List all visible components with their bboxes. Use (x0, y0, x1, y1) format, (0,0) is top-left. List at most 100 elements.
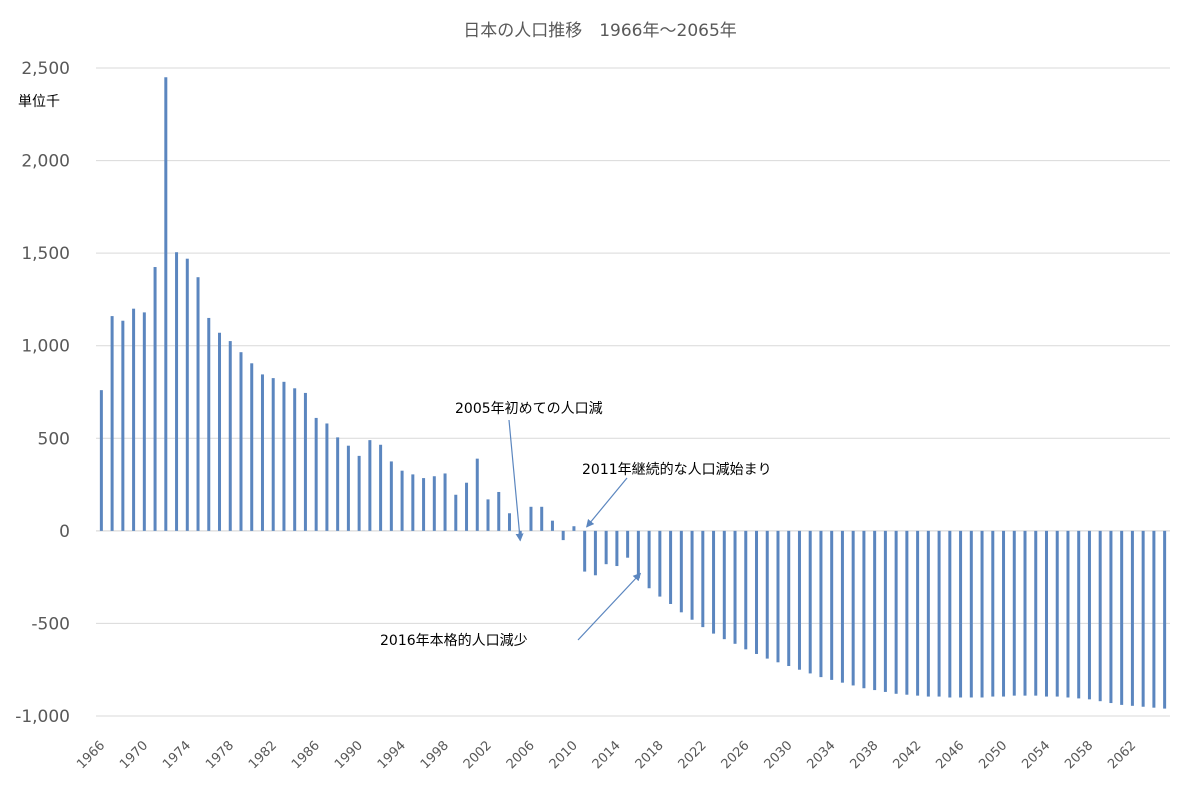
bar-2017 (647, 530, 651, 589)
bar-2038 (873, 530, 877, 691)
bar-1990 (357, 455, 361, 531)
x-tick-label: 2006 (504, 738, 538, 772)
bar-2060 (1109, 530, 1113, 704)
x-tick-label: 2026 (719, 738, 753, 772)
bar-2034 (830, 530, 834, 680)
bar-1966 (99, 390, 103, 531)
bar-2051 (1012, 530, 1016, 696)
bar-1991 (368, 440, 372, 531)
bar-2032 (808, 530, 812, 674)
bar-2056 (1066, 530, 1070, 698)
y-tick-label: 0 (59, 522, 70, 542)
bar-2006 (529, 506, 533, 531)
x-tick-label: 2022 (676, 738, 710, 772)
x-tick-label: 2038 (847, 738, 881, 772)
bar-2004 (507, 513, 511, 531)
bar-2044 (937, 530, 941, 697)
bar-2058 (1087, 530, 1091, 700)
x-tick-label: 2018 (633, 738, 667, 772)
bar-1980 (250, 363, 254, 531)
bar-2049 (991, 530, 995, 697)
annotation-arrow (586, 477, 628, 528)
y-axis-ticks: 2,500 2,000 1,500 1,000 500 0 -500 -1,000 (15, 59, 70, 727)
bar-2045 (948, 530, 952, 698)
bar-2061 (1120, 530, 1124, 705)
bar-1982 (271, 378, 275, 531)
bar-2043 (926, 530, 930, 697)
x-tick-label: 2050 (976, 738, 1010, 772)
bar-2035 (840, 530, 844, 683)
bar-2007 (540, 506, 544, 531)
annotation-2005: 2005年初めての人口減 (455, 400, 603, 417)
x-tick-label: 1982 (246, 738, 280, 772)
x-tick-label: 1974 (160, 738, 194, 772)
bar-1969 (132, 308, 136, 531)
bar-2014 (615, 530, 619, 567)
annotation-arrows (508, 419, 642, 641)
bar-2050 (1002, 530, 1006, 697)
bar-2039 (883, 530, 887, 692)
bar-2021 (690, 530, 694, 620)
bar-1970 (142, 312, 146, 531)
bar-1995 (411, 474, 415, 531)
x-tick-label: 2054 (1019, 738, 1053, 772)
bar-1986 (314, 417, 318, 531)
bar-1997 (432, 476, 436, 531)
bar-2027 (755, 530, 759, 654)
bar-1977 (218, 332, 222, 531)
bar-2005 (518, 530, 522, 535)
bar-1989 (346, 445, 350, 531)
bar-2046 (959, 530, 963, 698)
bar-2054 (1044, 530, 1048, 697)
y-tick-label: -1,000 (15, 707, 70, 727)
bar-1994 (400, 470, 404, 531)
bar-2047 (969, 530, 973, 698)
y-tick-label: -500 (31, 614, 70, 634)
x-tick-label: 1966 (74, 738, 108, 772)
annotation-2016: 2016年本格的人口減少 (380, 632, 528, 649)
bar-2040 (894, 530, 898, 694)
bar-2030 (787, 530, 791, 667)
bar-1971 (153, 267, 157, 531)
bar-1988 (336, 437, 340, 531)
y-tick-label: 500 (38, 429, 70, 449)
bar-1992 (379, 444, 383, 531)
bar-1996 (422, 478, 426, 531)
bar-1999 (454, 494, 458, 531)
gridlines (96, 67, 1170, 717)
x-tick-label: 1986 (289, 738, 323, 772)
bar-2028 (765, 530, 769, 659)
x-tick-label: 2034 (805, 738, 839, 772)
bar-1973 (175, 252, 179, 531)
bar-2029 (776, 530, 780, 663)
bar-1975 (196, 277, 200, 531)
x-tick-label: 1978 (203, 738, 237, 772)
y-tick-label: 1,000 (21, 337, 70, 357)
bar-2020 (679, 530, 683, 613)
x-tick-label: 1970 (117, 738, 151, 772)
bar-2009 (561, 530, 565, 541)
bar-2018 (658, 530, 662, 597)
bar-1998 (443, 473, 447, 531)
bar-2036 (851, 530, 855, 686)
annotations: 2005年初めての人口減 2011年継続的な人口減始まり 2016年本格的人口減… (380, 400, 772, 649)
bar-2053 (1034, 530, 1038, 696)
bar-1976 (207, 317, 211, 531)
bar-2011 (583, 530, 587, 572)
bar-1978 (228, 341, 232, 531)
bar-2001 (475, 458, 479, 531)
bar-2016 (636, 530, 640, 579)
bar-2059 (1098, 530, 1102, 702)
x-tick-label: 2002 (461, 738, 495, 772)
x-axis-ticks: 1966 1970 1974 1978 1982 1986 1990 1994 1998 2002… (74, 738, 1139, 772)
x-tick-label: 2062 (1105, 738, 1139, 772)
bar-2002 (486, 499, 490, 531)
bars (99, 77, 1167, 709)
bar-2024 (722, 530, 726, 640)
x-tick-label: 1994 (375, 738, 409, 772)
x-tick-label: 2042 (890, 738, 924, 772)
x-tick-label: 2010 (547, 738, 581, 772)
x-tick-label: 1990 (332, 738, 366, 772)
bar-2057 (1077, 530, 1081, 699)
bar-2052 (1023, 530, 1027, 696)
